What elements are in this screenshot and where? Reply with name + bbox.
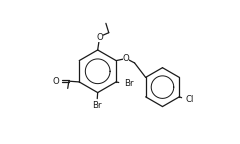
Text: Cl: Cl xyxy=(186,95,194,104)
Text: Br: Br xyxy=(124,79,133,88)
Text: O: O xyxy=(53,77,59,86)
Text: Br: Br xyxy=(92,101,102,110)
Text: O: O xyxy=(96,33,103,42)
Text: O: O xyxy=(123,54,129,63)
